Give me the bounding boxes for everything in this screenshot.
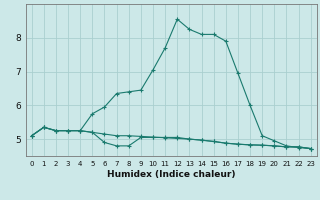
X-axis label: Humidex (Indice chaleur): Humidex (Indice chaleur): [107, 170, 236, 179]
